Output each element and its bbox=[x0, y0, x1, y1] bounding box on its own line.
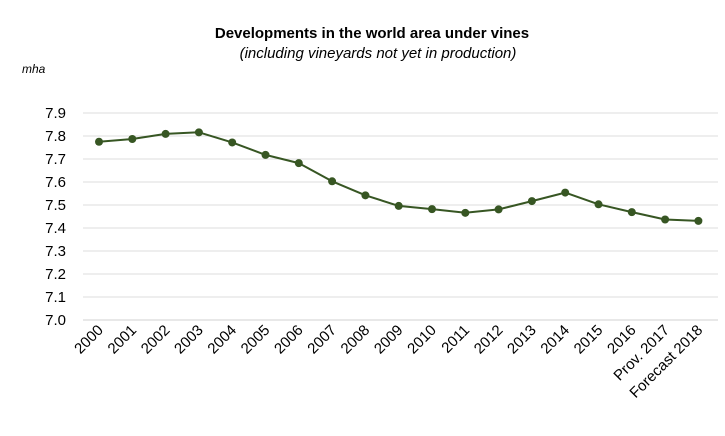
y-axis-ticks: 7.0 7.1 7.2 7.3 7.4 7.5 7.6 7.7 7.8 7.9 bbox=[45, 105, 66, 329]
y-tick-label: 7.8 bbox=[45, 128, 66, 145]
data-point bbox=[594, 200, 603, 209]
data-point bbox=[261, 150, 270, 159]
data-point bbox=[561, 188, 570, 197]
x-tick-label: 2015 bbox=[571, 322, 607, 358]
data-point bbox=[95, 137, 103, 146]
x-tick-label: 2001 bbox=[105, 322, 141, 358]
x-tick-label: 2005 bbox=[238, 322, 274, 358]
x-axis-ticks: 2000200120022003200420052006200720082009… bbox=[71, 322, 706, 402]
data-point bbox=[128, 134, 137, 143]
y-tick-label: 7.9 bbox=[45, 105, 66, 122]
gridlines bbox=[83, 112, 718, 321]
x-tick-label: 2007 bbox=[304, 322, 340, 358]
y-tick-label: 7.7 bbox=[45, 151, 66, 168]
chart-subtitle: (including vineyards not yet in producti… bbox=[240, 45, 517, 62]
x-tick-label: 2003 bbox=[171, 322, 207, 358]
x-tick-label: 2011 bbox=[438, 322, 473, 357]
x-tick-label: 2010 bbox=[404, 322, 440, 358]
y-tick-label: 7.2 bbox=[45, 266, 66, 283]
y-tick-label: 7.6 bbox=[45, 174, 66, 191]
data-point bbox=[161, 129, 170, 138]
data-point bbox=[694, 216, 703, 225]
data-point bbox=[527, 197, 536, 206]
series bbox=[95, 128, 703, 225]
x-tick-label: 2004 bbox=[204, 322, 240, 358]
x-tick-label: 2008 bbox=[338, 322, 374, 358]
x-tick-label: 2009 bbox=[371, 322, 407, 358]
data-point bbox=[461, 208, 470, 217]
data-point bbox=[494, 205, 503, 214]
x-tick-label: 2013 bbox=[504, 322, 540, 358]
y-tick-label: 7.0 bbox=[45, 312, 66, 329]
data-point bbox=[294, 159, 303, 168]
data-point bbox=[361, 191, 370, 200]
y-tick-label: 7.4 bbox=[45, 220, 66, 237]
y-tick-label: 7.1 bbox=[45, 289, 66, 306]
y-tick-label: 7.5 bbox=[45, 197, 66, 214]
y-tick-label: 7.3 bbox=[45, 243, 66, 260]
data-point bbox=[627, 208, 636, 217]
data-point bbox=[394, 201, 403, 210]
x-tick-label: 2002 bbox=[138, 322, 174, 358]
data-point bbox=[194, 128, 203, 137]
data-point bbox=[328, 177, 337, 186]
data-point bbox=[228, 138, 237, 147]
x-tick-label: 2012 bbox=[471, 322, 507, 358]
data-point bbox=[661, 215, 670, 224]
x-tick-label: 2006 bbox=[271, 322, 307, 358]
y-axis-unit-label: mha bbox=[22, 62, 46, 76]
x-tick-label: 2000 bbox=[71, 322, 107, 358]
data-point bbox=[428, 205, 436, 214]
chart-title: Developments in the world area under vin… bbox=[215, 25, 529, 42]
x-tick-label: 2014 bbox=[537, 322, 573, 358]
